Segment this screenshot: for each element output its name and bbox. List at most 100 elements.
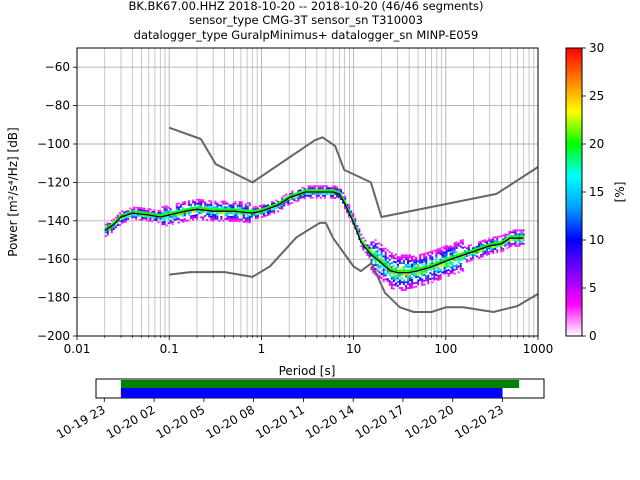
psd-cell: [500, 246, 503, 249]
psd-cell: [386, 278, 389, 281]
psd-cell: [147, 208, 150, 211]
psd-cell: [297, 195, 300, 198]
psd-cell: [344, 199, 347, 202]
psd-cell: [204, 201, 207, 204]
psd-cell: [250, 208, 253, 211]
x-tick-label: 1000: [523, 342, 554, 356]
psd-cell: [409, 273, 412, 276]
psd-cell: [220, 206, 223, 209]
psd-cell: [232, 204, 235, 207]
psd-cell: [325, 192, 328, 195]
psd-cell: [480, 250, 483, 253]
psd-cell: [163, 205, 166, 208]
x-tick-label: 100: [434, 342, 457, 356]
psd-cell: [400, 254, 403, 257]
psd-cell: [248, 202, 251, 205]
psd-cell: [384, 257, 387, 260]
psd-cell: [244, 203, 247, 206]
y-tick-label: −180: [37, 291, 70, 305]
psd-cell: [254, 215, 257, 218]
psd-cell: [307, 185, 310, 188]
psd-cell: [429, 258, 432, 261]
psd-cell: [390, 283, 393, 286]
psd-cell: [210, 215, 213, 218]
psd-cell: [435, 252, 438, 255]
psd-cell: [348, 213, 351, 216]
psd-cell: [394, 272, 397, 275]
psd-cell: [200, 202, 203, 205]
psd-cell: [520, 242, 523, 245]
psd-cell: [169, 215, 172, 218]
psd-cell: [421, 282, 424, 285]
psd-cell: [488, 237, 491, 240]
psd-cell: [508, 242, 511, 245]
psd-cell: [457, 265, 460, 268]
psd-cell: [114, 226, 117, 229]
psd-cell: [161, 217, 164, 220]
psd-cell: [376, 242, 379, 245]
psd-cell: [315, 196, 318, 199]
psd-cell: [127, 210, 130, 213]
psd-cell: [409, 279, 412, 282]
psd-cell: [482, 239, 485, 242]
psd-cell: [169, 210, 172, 213]
psd-cell: [477, 243, 481, 246]
psd-cell: [392, 280, 395, 282]
psd-cell: [435, 256, 438, 259]
psd-cell: [457, 244, 460, 247]
psd-cell: [455, 245, 458, 248]
psd-cell: [362, 246, 365, 249]
psd-cell: [415, 262, 418, 265]
psd-cell: [291, 192, 294, 195]
y-tick-label: −80: [45, 99, 70, 113]
psd-cell: [281, 205, 284, 208]
psd-cell: [459, 266, 462, 269]
psd-cell: [406, 275, 410, 278]
psd-cell: [110, 227, 113, 230]
psd-cell: [283, 202, 286, 205]
psd-cell: [421, 259, 424, 262]
psd-cell: [447, 263, 450, 266]
psd-cell: [196, 210, 199, 213]
psd-cell: [425, 261, 428, 264]
psd-cell: [311, 192, 314, 195]
psd-cell: [372, 247, 375, 249]
psd-cell: [451, 254, 454, 257]
coverage-tick-label: 10-20 11: [253, 402, 307, 441]
psd-cell: [443, 264, 446, 267]
psd-cell: [441, 250, 444, 253]
psd-cell: [437, 278, 440, 281]
psd-cell: [187, 219, 190, 222]
psd-cell: [329, 194, 332, 197]
psd-cell: [362, 240, 365, 243]
psd-cell: [145, 219, 148, 222]
colorbar-ticks: 0 5 10 15 20 25 30: [582, 41, 604, 343]
psd-cell: [151, 220, 154, 223]
psd-cell: [492, 252, 495, 255]
psd-cell: [435, 254, 438, 257]
psd-cell: [506, 247, 509, 250]
psd-cell: [433, 274, 436, 277]
psd-cell: [406, 256, 410, 259]
psd-cell: [419, 257, 422, 260]
psd-cell: [518, 233, 521, 236]
psd-cell: [453, 249, 456, 252]
psd-cell: [417, 283, 420, 286]
psd-cell: [106, 233, 109, 236]
psd-cell: [459, 241, 462, 244]
psd-cell: [514, 239, 517, 241]
psd-cell: [194, 201, 197, 204]
psd-cell: [404, 275, 407, 278]
psd-cell: [492, 246, 495, 249]
psd-cell: [376, 254, 379, 257]
psd-cell: [435, 250, 438, 253]
psd-cell: [238, 201, 241, 204]
psd-cell: [252, 206, 255, 209]
psd-cell: [461, 242, 464, 245]
psd-cell: [153, 218, 156, 221]
coverage-tick-label: 10-20 05: [154, 402, 208, 441]
psd-cell: [419, 265, 422, 268]
mean-line: [104, 189, 524, 272]
psd-cell: [311, 187, 314, 190]
psd-cell: [475, 255, 478, 258]
